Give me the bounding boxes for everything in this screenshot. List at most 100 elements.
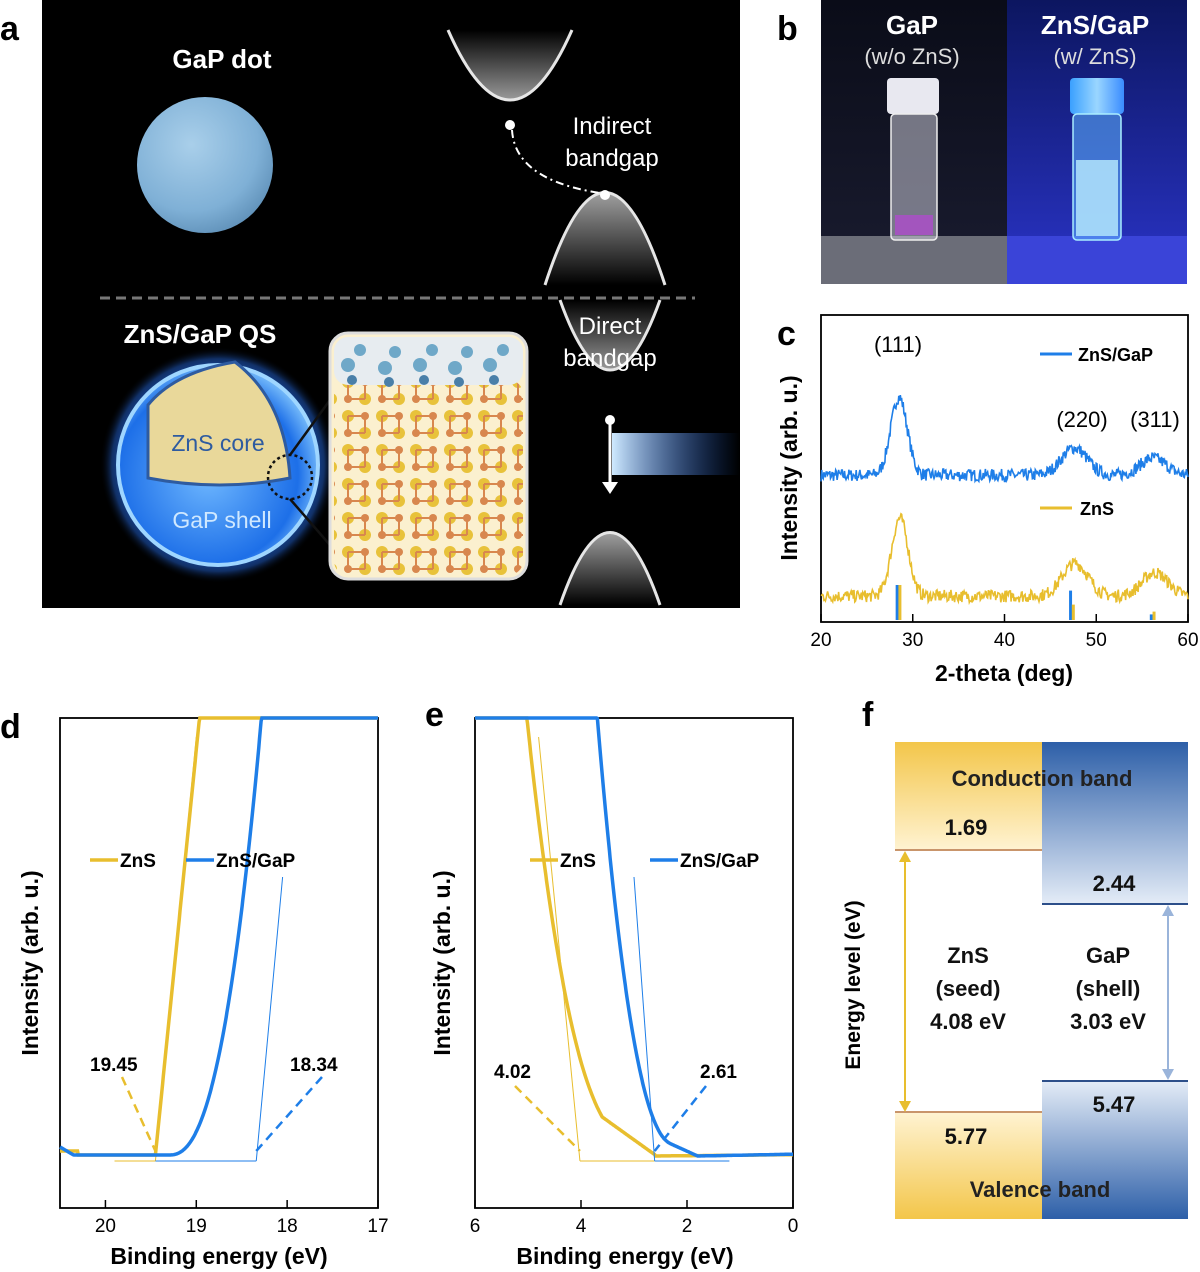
- vial-right-title: ZnS/GaP: [1041, 10, 1149, 40]
- lattice-ligands: [334, 337, 523, 387]
- indirect-conduction-band-curve: [446, 29, 574, 102]
- ups-onset-pointer: [120, 1076, 157, 1152]
- energy-level-y-label: Energy level (eV): [842, 900, 865, 1069]
- ups-x-tick-label: 2: [682, 1216, 693, 1237]
- core-label: ZnS core: [171, 430, 264, 456]
- direct-label-line2: bandgap: [563, 345, 656, 372]
- ups-x-tick-label: 0: [788, 1216, 799, 1237]
- indirect-label-line1: Indirect: [573, 113, 652, 140]
- ups-x-tick-label: 17: [367, 1216, 388, 1237]
- gap-role: (shell): [1076, 976, 1141, 1001]
- ups-e-x-axis-label: Binding energy (eV): [516, 1243, 733, 1269]
- ups-onset-pointer: [514, 1085, 581, 1152]
- xrd-peak-311: (311): [1130, 407, 1180, 432]
- xrd-legend-zns: ZnS: [1080, 499, 1114, 519]
- xrd-x-ticks: 20 30 40 50 60: [810, 614, 1199, 651]
- xrd-peak-220: (220): [1056, 407, 1107, 432]
- indirect-transition-path: [511, 129, 601, 194]
- ups-d-data: [59, 716, 378, 1162]
- gap-bandgap: 3.03 eV: [1070, 1009, 1146, 1034]
- ups-tangent-line: [255, 876, 284, 1162]
- ups-d-y-axis-label: Intensity (arb. u.): [17, 870, 43, 1055]
- zns-cb-value: 1.69: [945, 815, 988, 840]
- zns-bandgap: 4.08 eV: [930, 1009, 1006, 1034]
- ups-d-legend-zns: ZnS: [120, 851, 156, 872]
- ups-x-tick-label: 20: [95, 1216, 116, 1237]
- zns-valence-band: [895, 1112, 1042, 1219]
- gap-cb-value: 2.44: [1093, 871, 1137, 896]
- xrd-x-tick-label: 50: [1086, 630, 1107, 651]
- ups-tangent-line: [154, 736, 197, 1162]
- xrd-plot-data: [820, 394, 1189, 620]
- vial-left-cap: [887, 78, 939, 114]
- ups-series-zns: [475, 716, 793, 1158]
- zoom-line-bottom: [289, 498, 331, 546]
- vial-right-cap: [1070, 78, 1124, 114]
- indirect-label-line2: bandgap: [565, 145, 658, 172]
- gap-vb-value: 5.47: [1093, 1092, 1136, 1117]
- vial-left-liquid: [895, 215, 933, 235]
- vial-left-title: GaP: [886, 10, 938, 40]
- xrd-x-tick-label: 20: [810, 630, 831, 651]
- ups-x-tick-label: 19: [186, 1216, 207, 1237]
- zns-bandgap-arrowhead-bottom: [899, 1101, 911, 1112]
- shelf-right: [1007, 236, 1187, 284]
- ups-tangent-line: [538, 736, 581, 1162]
- indirect-hole-dot: [600, 190, 610, 200]
- indirect-electron-dot: [505, 120, 515, 130]
- panel-label-a: a: [0, 10, 20, 48]
- ups-e-data: [475, 716, 793, 1162]
- ups-e-annot-right: 2.61: [700, 1062, 737, 1083]
- direct-transition-arrowhead: [602, 482, 618, 494]
- ups-d-x-axis-label: Binding energy (eV): [110, 1243, 327, 1269]
- gap-bandgap-arrowhead-bottom: [1162, 1069, 1174, 1080]
- shelf-left: [821, 236, 1007, 284]
- xrd-x-tick-label: 60: [1177, 630, 1198, 651]
- ups-x-tick-label: 4: [576, 1216, 587, 1237]
- gap-name: GaP: [1086, 943, 1130, 968]
- direct-valence-band-curve: [558, 531, 662, 606]
- ups-series-zns-gap: [59, 716, 378, 1157]
- vial-right-liquid: [1076, 160, 1118, 236]
- ups-e-annot-left: 4.02: [494, 1062, 531, 1083]
- shell-label: GaP shell: [172, 507, 271, 533]
- ups-d-legend-zns-gap: ZnS/GaP: [216, 851, 296, 872]
- ups-e-legend-zns: ZnS: [560, 851, 596, 872]
- ups-series-zns-gap: [475, 716, 793, 1158]
- xrd-legend-zns-gap: ZnS/GaP: [1078, 345, 1153, 365]
- xrd-series-zns-gap: [820, 394, 1189, 484]
- valence-band-label: Valence band: [970, 1177, 1111, 1202]
- ups-d-annot-right: 18.34: [290, 1055, 338, 1076]
- direct-label-line1: Direct: [579, 313, 642, 340]
- ups-onset-pointer: [255, 1076, 323, 1152]
- xrd-peak-111: (111): [874, 332, 922, 357]
- gap-conduction-band: [1042, 742, 1188, 904]
- ups-d-x-ticks: 20 19 18 17: [95, 1200, 389, 1237]
- ups-e-frame: [474, 717, 794, 1209]
- ups-d-annot-left: 19.45: [90, 1055, 138, 1076]
- vial-right-sub: (w/ ZnS): [1053, 44, 1136, 69]
- ups-onset-pointer: [653, 1085, 707, 1152]
- ups-series-zns: [60, 716, 378, 1157]
- zns-name: ZnS: [947, 943, 989, 968]
- panel-label-d: d: [0, 708, 21, 746]
- gap-dot-sphere: [137, 97, 273, 233]
- xrd-x-tick-label: 40: [994, 630, 1015, 651]
- ups-x-tick-label: 6: [470, 1216, 481, 1237]
- ups-x-tick-label: 18: [277, 1216, 298, 1237]
- lattice-inset-atoms: [334, 380, 523, 575]
- direct-electron-dot: [605, 415, 615, 425]
- vial-left-body: [890, 113, 938, 241]
- gap-dot-title: GaP dot: [172, 44, 272, 74]
- emission-beam: [612, 433, 740, 475]
- panel-label-b: b: [777, 10, 798, 48]
- ups-e-x-ticks: 6 4 2 0: [470, 1200, 799, 1237]
- xrd-series-zns: [820, 512, 1189, 606]
- ups-e-legend-zns-gap: ZnS/GaP: [680, 851, 760, 872]
- zns-role: (seed): [936, 976, 1001, 1001]
- xrd-x-tick-label: 30: [902, 630, 923, 651]
- ups-e-y-axis-label: Intensity (arb. u.): [429, 870, 455, 1055]
- vial-left-sub: (w/o ZnS): [864, 44, 959, 69]
- gap-bandgap-arrowhead-top: [1162, 905, 1174, 916]
